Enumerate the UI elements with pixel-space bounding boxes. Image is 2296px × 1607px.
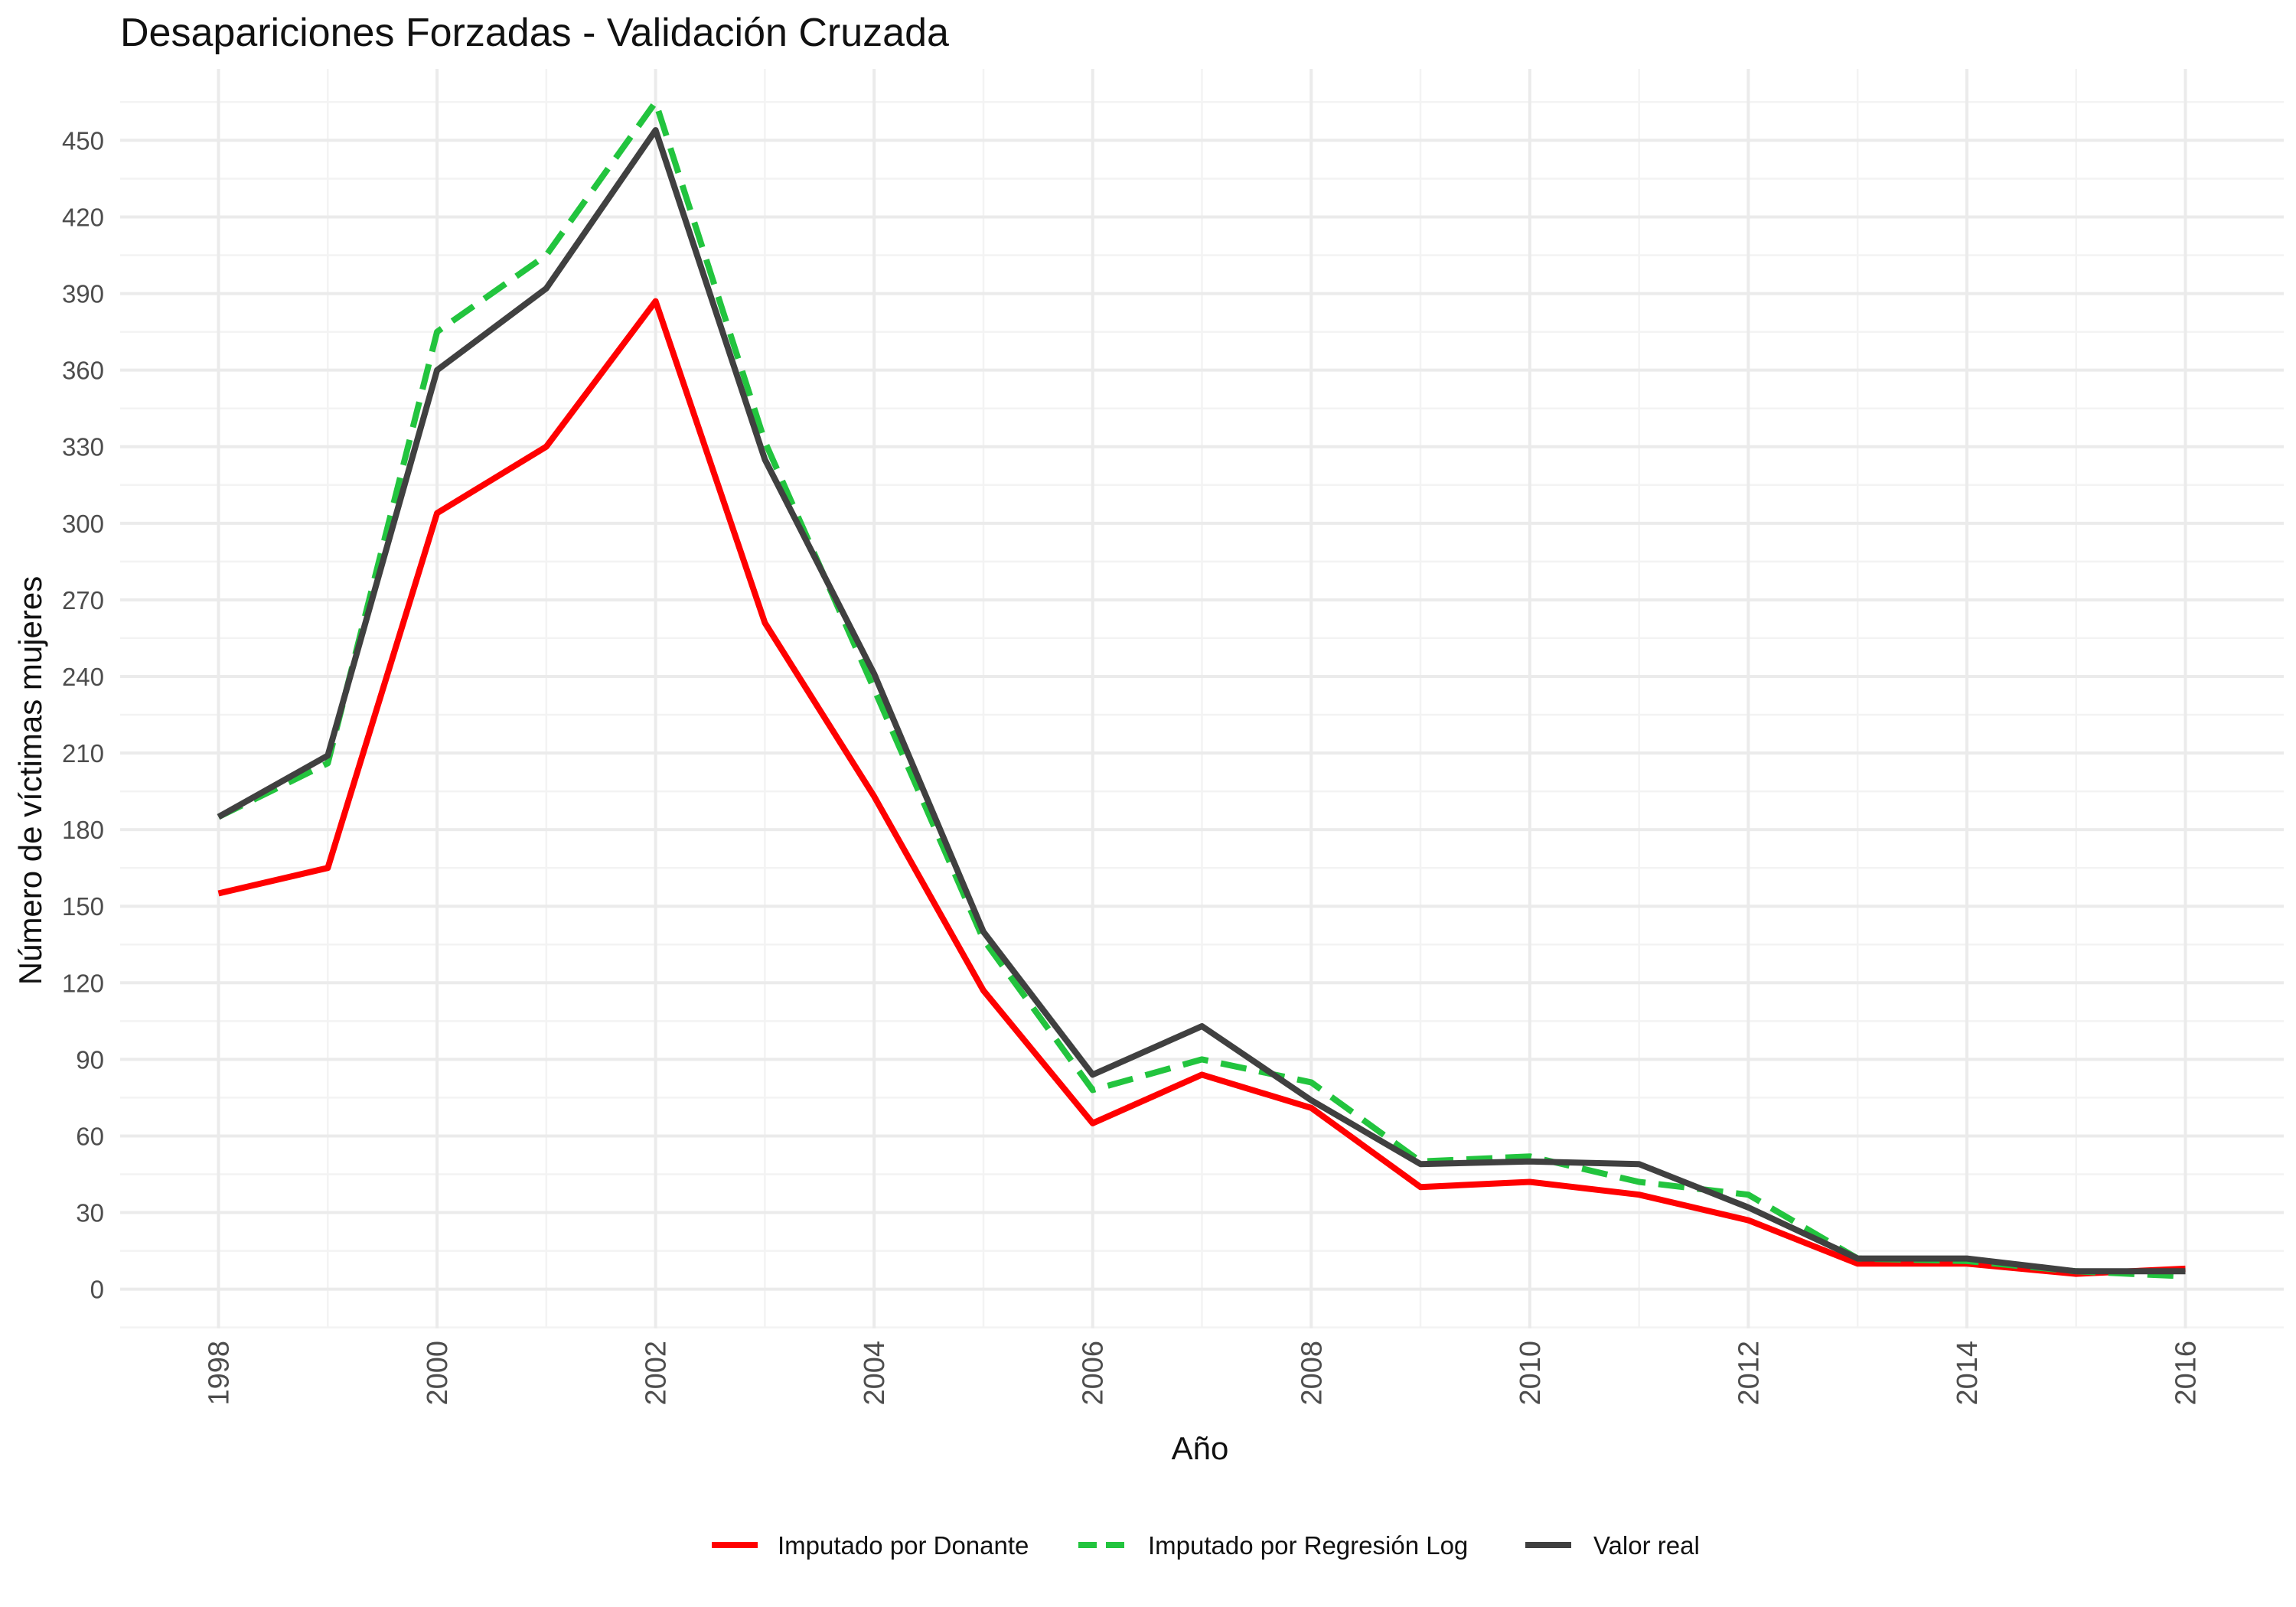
grid-lines — [120, 69, 2284, 1328]
x-tick-label: 1998 — [204, 1341, 236, 1406]
legend: Imputado por Donante Imputado por Regresi… — [712, 1531, 1700, 1560]
y-tick-label: 180 — [62, 816, 104, 844]
y-tick-label: 90 — [76, 1045, 104, 1074]
y-tick-label: 420 — [62, 203, 104, 231]
y-axis-ticks: 0 30 60 90 120 150 180 210 240 270 300 330 360 390 420… — [62, 126, 104, 1303]
y-tick-label: 120 — [62, 969, 104, 997]
legend-label-2: Valor real — [1593, 1531, 1700, 1560]
y-tick-label: 300 — [62, 510, 104, 538]
legend-label-0: Imputado por Donante — [778, 1531, 1029, 1560]
y-tick-label: 360 — [62, 357, 104, 385]
x-tick-label: 2010 — [1515, 1341, 1547, 1406]
y-tick-label: 270 — [62, 586, 104, 614]
x-axis-title: Año — [1172, 1430, 1229, 1466]
x-tick-label: 2008 — [1296, 1341, 1328, 1406]
y-tick-label: 210 — [62, 739, 104, 768]
x-tick-label: 2014 — [1952, 1341, 1984, 1406]
x-tick-label: 2002 — [641, 1341, 673, 1406]
y-tick-label: 390 — [62, 280, 104, 308]
plot-series — [217, 99, 2186, 1279]
y-tick-label: 60 — [76, 1122, 104, 1150]
y-tick-label: 0 — [90, 1276, 104, 1304]
legend-label-1: Imputado por Regresión Log — [1148, 1531, 1468, 1560]
y-tick-label: 150 — [62, 892, 104, 921]
x-tick-label: 2012 — [1733, 1341, 1765, 1406]
chart-title: Desapariciones Forzadas - Validación Cru… — [120, 11, 949, 55]
y-tick-label: 330 — [62, 433, 104, 461]
x-axis-ticks: 1998 2000 2002 2004 2006 2008 2010 2012 2014 2016 — [204, 1341, 2203, 1406]
x-tick-label: 2016 — [2170, 1341, 2203, 1406]
y-tick-label: 450 — [62, 126, 104, 155]
y-tick-label: 240 — [62, 663, 104, 691]
series-line-0 — [217, 298, 2186, 1277]
y-tick-label: 30 — [76, 1199, 104, 1227]
series-line-2 — [217, 127, 2186, 1275]
x-tick-label: 2000 — [422, 1341, 454, 1406]
x-tick-label: 2004 — [859, 1341, 891, 1406]
y-axis-title: Número de víctimas mujeres — [12, 576, 48, 986]
x-tick-label: 2006 — [1078, 1341, 1110, 1406]
